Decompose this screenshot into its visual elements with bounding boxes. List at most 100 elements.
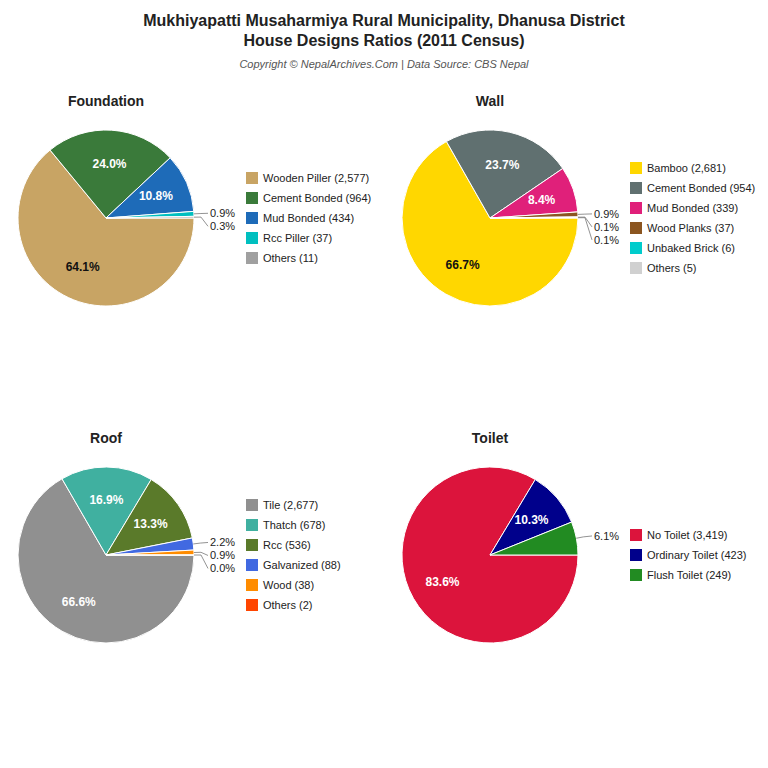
legend-swatch — [630, 262, 642, 274]
pie-slice — [18, 479, 194, 643]
legend-swatch — [246, 559, 258, 571]
label-leader — [578, 213, 592, 214]
pie-chart: Wall66.7%23.7%8.4%0.9%0.1%0.1%Bamboo (2,… — [402, 93, 755, 306]
legend-label: Others (2) — [263, 599, 313, 611]
legend: Bamboo (2,681) Cement Bonded (954) Mud Bon… — [630, 162, 755, 274]
pie-slice — [106, 550, 194, 555]
pie-slice — [106, 216, 194, 218]
pie-slice — [490, 522, 578, 555]
data-label: 6.1% — [594, 530, 619, 542]
data-labels: 83.6% 10.3% 6.1% — [426, 513, 620, 589]
legend-swatch — [630, 182, 642, 194]
chart-title: Toilet — [472, 430, 509, 446]
data-label: 0.9% — [210, 549, 235, 561]
data-label: 64.1% — [66, 260, 100, 274]
legend-swatch — [246, 212, 258, 224]
chart-title: Foundation — [68, 93, 144, 109]
slices — [402, 130, 578, 306]
data-label: 0.9% — [594, 208, 619, 220]
data-label: 66.6% — [62, 595, 96, 609]
legend-label: Wood (38) — [263, 579, 314, 591]
legend-label: Mud Bonded (339) — [647, 202, 738, 214]
legend-label: No Toilet (3,419) — [647, 529, 728, 541]
label-leader — [576, 536, 592, 538]
legend-swatch — [246, 599, 258, 611]
data-labels: 66.6% 16.9% 13.3% 2.2%0.9%0.0% — [62, 493, 236, 609]
pie-slice — [490, 168, 578, 218]
legend-label: Ordinary Toilet (423) — [647, 549, 746, 561]
pie-chart: Toilet 83.6% 10.3% 6.1% No Toilet (3,419) Ord… — [402, 430, 746, 643]
legend-swatch — [246, 232, 258, 244]
data-label: 0.3% — [210, 220, 235, 232]
data-label: 66.7% — [446, 258, 480, 272]
legend-label: Others (11) — [263, 252, 318, 264]
legend-label: Others (5) — [647, 262, 697, 274]
data-label: 24.0% — [92, 157, 126, 171]
legend-label: Bamboo (2,681) — [647, 162, 726, 174]
legend-label: Cement Bonded (954) — [647, 182, 755, 194]
legend-swatch — [246, 252, 258, 264]
data-labels: 66.7%23.7%8.4%0.9%0.1%0.1% — [446, 158, 620, 272]
pie-chart: Roof 66.6% 16.9% 13.3% 2.2%0.9%0.0% Tile (2,6… — [18, 430, 341, 643]
data-label: 0.1% — [594, 234, 619, 246]
label-leader — [194, 217, 208, 226]
pie-slice — [490, 217, 578, 219]
legend: No Toilet (3,419) Ordinary Toilet (423) Fl… — [630, 529, 746, 581]
chart-title: Roof — [90, 430, 122, 446]
pie-slice — [106, 211, 194, 218]
legend-swatch — [246, 519, 258, 531]
legend-swatch — [246, 539, 258, 551]
legend-label: Mud Bonded (434) — [263, 212, 354, 224]
legend-swatch — [246, 192, 258, 204]
title-line: Mukhiyapatti Musaharmiya Rural Municipal… — [143, 12, 625, 29]
legend-swatch — [630, 529, 642, 541]
chart-root: Mukhiyapatti Musaharmiya Rural Municipal… — [0, 0, 768, 768]
legend-swatch — [630, 202, 642, 214]
legend-swatch — [246, 172, 258, 184]
pie-chart: Foundation 64.1% 24.0% 10.8% 0.9%0.3% Wooden … — [18, 93, 371, 306]
data-label: 8.4% — [528, 193, 556, 207]
legend-label: Tile (2,677) — [263, 499, 318, 511]
figure-subtitle: Copyright © NepalArchives.Com | Data Sou… — [239, 58, 529, 70]
slices — [18, 467, 194, 643]
title-line: House Designs Ratios (2011 Census) — [244, 32, 525, 49]
legend-label: Unbaked Brick (6) — [647, 242, 735, 254]
label-leader — [578, 218, 592, 240]
legend-label: Rcc Piller (37) — [263, 232, 332, 244]
legend-label: Rcc (536) — [263, 539, 311, 551]
data-label: 83.6% — [426, 575, 460, 589]
pie-slice — [402, 467, 578, 643]
data-label: 0.0% — [210, 562, 235, 574]
legend-swatch — [630, 549, 642, 561]
legend: Tile (2,677)Thatch (678)Rcc (536)Galvani… — [246, 499, 341, 611]
label-leader — [194, 555, 208, 568]
legend-swatch — [630, 242, 642, 254]
chart-title: Wall — [476, 93, 504, 109]
label-leader — [194, 213, 208, 215]
legend-label: Flush Toilet (249) — [647, 569, 731, 581]
legend-swatch — [246, 499, 258, 511]
data-label: 0.1% — [594, 221, 619, 233]
data-label: 10.3% — [514, 513, 548, 527]
legend-swatch — [630, 222, 642, 234]
data-label: 13.3% — [134, 517, 168, 531]
legend-swatch — [630, 569, 642, 581]
legend-label: Wooden Piller (2,577) — [263, 172, 369, 184]
slices — [18, 130, 194, 306]
legend-label: Cement Bonded (964) — [263, 192, 371, 204]
data-label: 2.2% — [210, 536, 235, 548]
data-label: 0.9% — [210, 207, 235, 219]
pie-slice — [106, 538, 194, 555]
data-labels: 64.1% 24.0% 10.8% 0.9%0.3% — [66, 157, 236, 275]
slices — [402, 467, 578, 643]
legend: Wooden Piller (2,577) Cement Bonded (964)… — [246, 172, 371, 264]
figure-title: Mukhiyapatti Musaharmiya Rural Municipal… — [143, 12, 625, 49]
legend-swatch — [246, 579, 258, 591]
pie-slice — [490, 217, 578, 218]
pie-slice — [446, 130, 562, 218]
legend-label: Wood Planks (37) — [647, 222, 734, 234]
pie-slice — [490, 212, 578, 218]
data-label: 10.8% — [139, 189, 173, 203]
data-label: 16.9% — [89, 493, 123, 507]
legend-label: Galvanized (88) — [263, 559, 341, 571]
